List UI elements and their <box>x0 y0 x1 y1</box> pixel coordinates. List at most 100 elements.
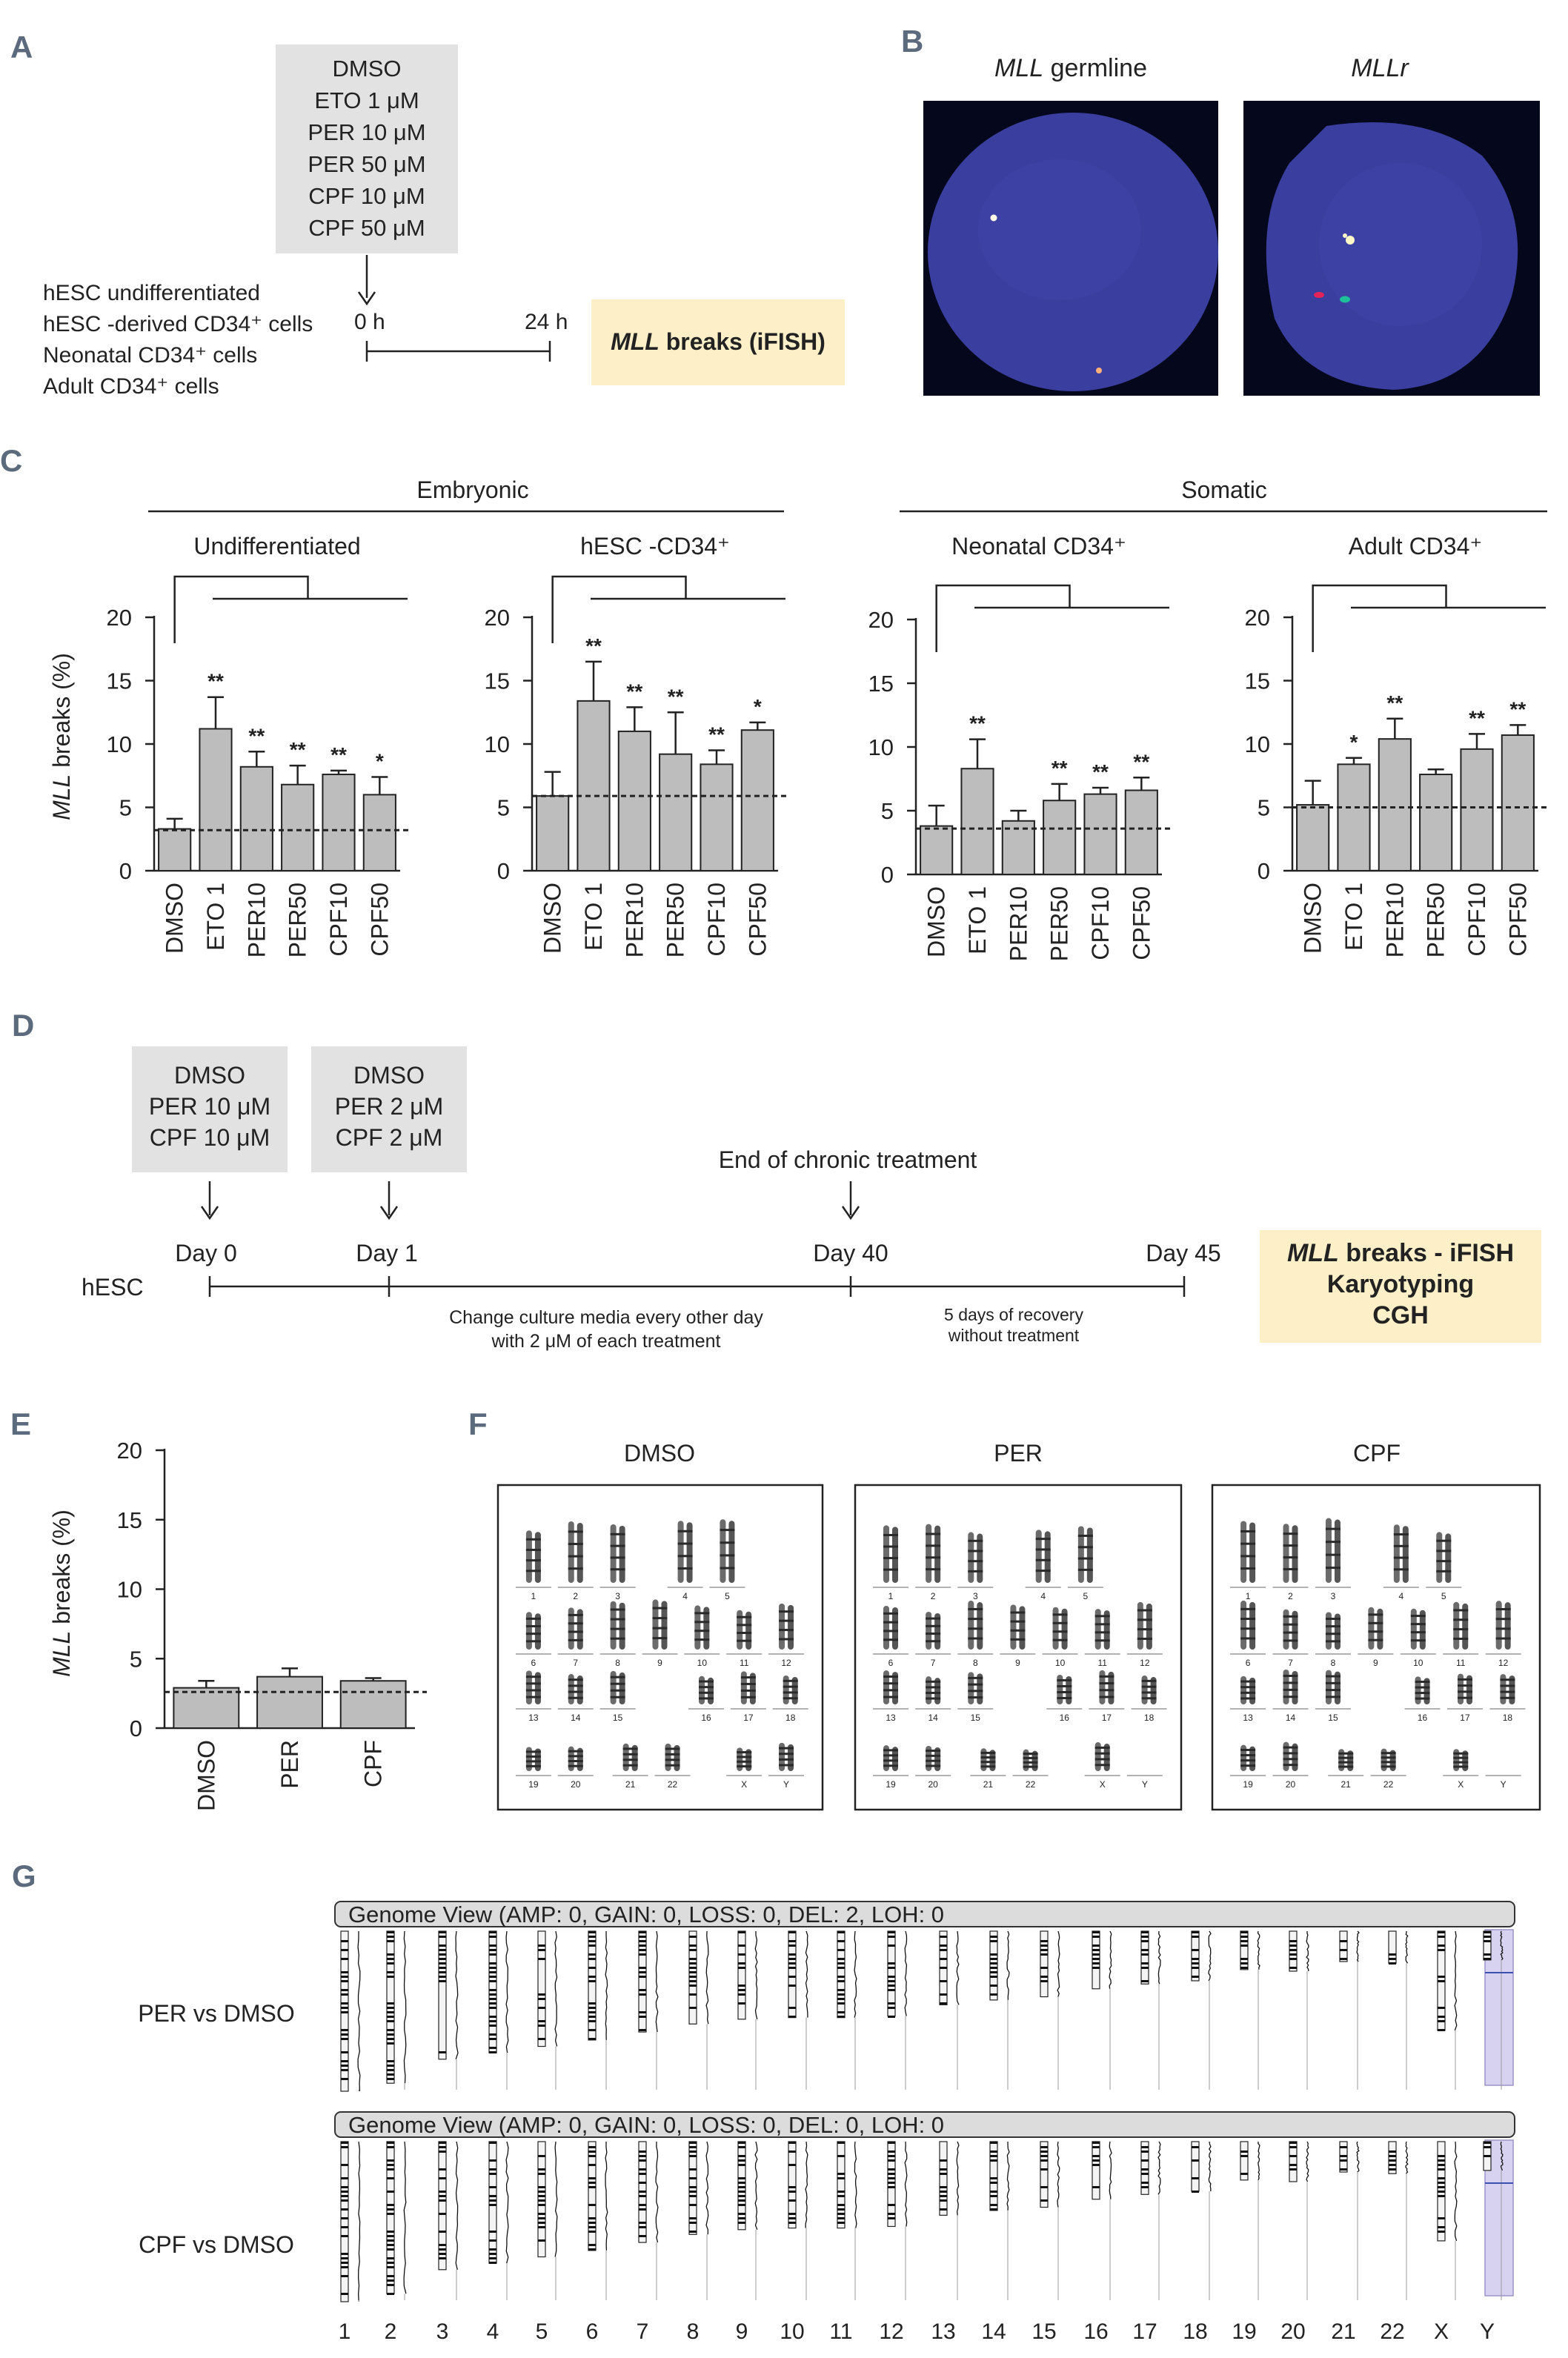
chromosome-band <box>888 1931 895 1933</box>
chromosome-band <box>652 1607 668 1610</box>
chromosome-band <box>737 1765 752 1768</box>
chromosome-band <box>1415 1686 1430 1689</box>
chromosome-band <box>588 2155 596 2157</box>
y-axis-label: MLL breaks (%) <box>48 1510 75 1677</box>
chromosome-band <box>1240 1607 1256 1610</box>
chromosome-band <box>926 1556 941 1559</box>
chromosome-number: 16 <box>1418 1713 1428 1723</box>
bar <box>1043 800 1077 875</box>
chromosome-band <box>525 1682 541 1685</box>
chromosome-ideogram <box>1240 2141 1249 2181</box>
chromosome-band <box>837 2195 845 2197</box>
group-label-somatic: Somatic <box>1181 476 1267 503</box>
chromosome-band <box>1495 1618 1511 1621</box>
chromosome-band <box>1289 1940 1297 1942</box>
chromosome-band <box>926 1759 941 1762</box>
chromosome-band <box>588 1940 596 1942</box>
chromosome-band <box>1453 1618 1469 1621</box>
chromosome-band <box>652 1627 668 1630</box>
chromosome-band <box>940 1958 947 1960</box>
chromosome-band <box>622 1747 638 1750</box>
chromosome-label: 8 <box>687 2319 700 2344</box>
chromosome-number: 11 <box>1097 1658 1107 1668</box>
chromosome-band <box>538 1958 545 1960</box>
chromosome-number: 5 <box>725 1591 730 1601</box>
chromosome-number: 5 <box>1083 1591 1089 1601</box>
log-ratio-trace <box>1356 2141 1360 2173</box>
chromosome-band <box>341 1993 348 1996</box>
bar <box>1337 763 1371 871</box>
chromosome-band <box>1141 2168 1149 2171</box>
chromosome-band <box>1410 1631 1426 1634</box>
chromosome-band <box>1141 1697 1157 1700</box>
bar <box>199 728 233 871</box>
fish-signal-fusion <box>1343 233 1347 238</box>
cell-type-label: Neonatal CD34⁺ cells <box>43 343 257 368</box>
chromosome-band <box>737 1624 752 1627</box>
chromosome-band <box>1240 1764 1256 1767</box>
chromosome-band <box>990 2155 997 2157</box>
arrow-down-icon <box>841 1206 860 1220</box>
chromosome-number: 22 <box>1026 1779 1036 1790</box>
y-axis-label: MLL breaks (%) <box>48 653 75 820</box>
chromosome-band <box>1410 1639 1426 1642</box>
fish-signal-green <box>1340 296 1350 303</box>
cell-type-label: hESC undifferentiated <box>43 281 260 305</box>
chromosome-band <box>341 2069 348 2071</box>
chromosome-band <box>837 2173 845 2175</box>
chromosome-band <box>1438 2182 1445 2184</box>
log-ratio-trace <box>605 2141 608 2251</box>
chromosome-band <box>341 1971 348 1973</box>
significance-label: ** <box>330 743 347 766</box>
chromosome-band <box>341 1940 348 1942</box>
bar <box>960 768 994 875</box>
chromosome-band <box>1094 1615 1110 1618</box>
chromosome-band <box>1453 1637 1469 1640</box>
chromosome-band <box>1192 1949 1199 1951</box>
chromosome-band <box>1484 1936 1491 1938</box>
chromosome-band <box>783 1679 798 1682</box>
bar <box>158 828 192 871</box>
chromosome-band <box>689 2155 697 2157</box>
chromosome-band <box>888 1962 895 1965</box>
y-tick-label: 5 <box>1258 795 1270 821</box>
chromosome-band <box>1325 1681 1341 1684</box>
chromosome-band <box>639 2151 646 2153</box>
chromosome-band <box>837 1980 845 1982</box>
chromosome-band <box>689 1944 697 1947</box>
treatment-list: DMSO ETO 1 μM PER 10 μM PER 50 μM CPF 10… <box>308 56 425 241</box>
chromosome-band <box>694 1638 710 1641</box>
chromosome-band <box>694 1630 710 1633</box>
chromosome-band <box>689 2007 697 2009</box>
chromosome-band <box>341 2208 348 2211</box>
chromosome-band <box>1438 2231 1445 2233</box>
chromosome-band <box>568 1764 583 1767</box>
chromosome-band <box>489 2047 496 2049</box>
chromosome-band <box>1137 1637 1152 1640</box>
chromosome-band <box>926 1633 941 1635</box>
chromosome-band <box>639 2029 646 2031</box>
karyotype-frame <box>854 1484 1183 1811</box>
chromosome-band <box>610 1696 625 1698</box>
fish-left-title: MLL germline <box>994 54 1147 82</box>
chromosome-band <box>1436 1550 1452 1552</box>
chromosome-band <box>1240 1618 1256 1621</box>
chromosome-number: 2 <box>1288 1591 1293 1601</box>
significance-label: ** <box>708 723 725 746</box>
chromosome-band <box>883 1696 898 1698</box>
chromosome-band <box>525 1760 541 1763</box>
chromosome-band <box>738 1962 745 1965</box>
chromosome-band <box>387 2002 394 2005</box>
chromosome-band <box>883 1689 898 1692</box>
bar <box>239 765 273 872</box>
log-ratio-trace <box>705 1930 709 2025</box>
chromosome-band <box>1453 1765 1469 1768</box>
log-ratio-trace <box>1500 1930 1504 1961</box>
chromosome-band <box>387 2293 394 2295</box>
chromosome-band <box>883 1557 898 1560</box>
chromosome-number: X <box>1458 1779 1464 1790</box>
chromosome-band <box>639 2011 646 2013</box>
chromosome-band <box>639 2222 646 2224</box>
chromosome-band <box>980 1756 996 1759</box>
chromosome-band <box>588 2231 596 2233</box>
